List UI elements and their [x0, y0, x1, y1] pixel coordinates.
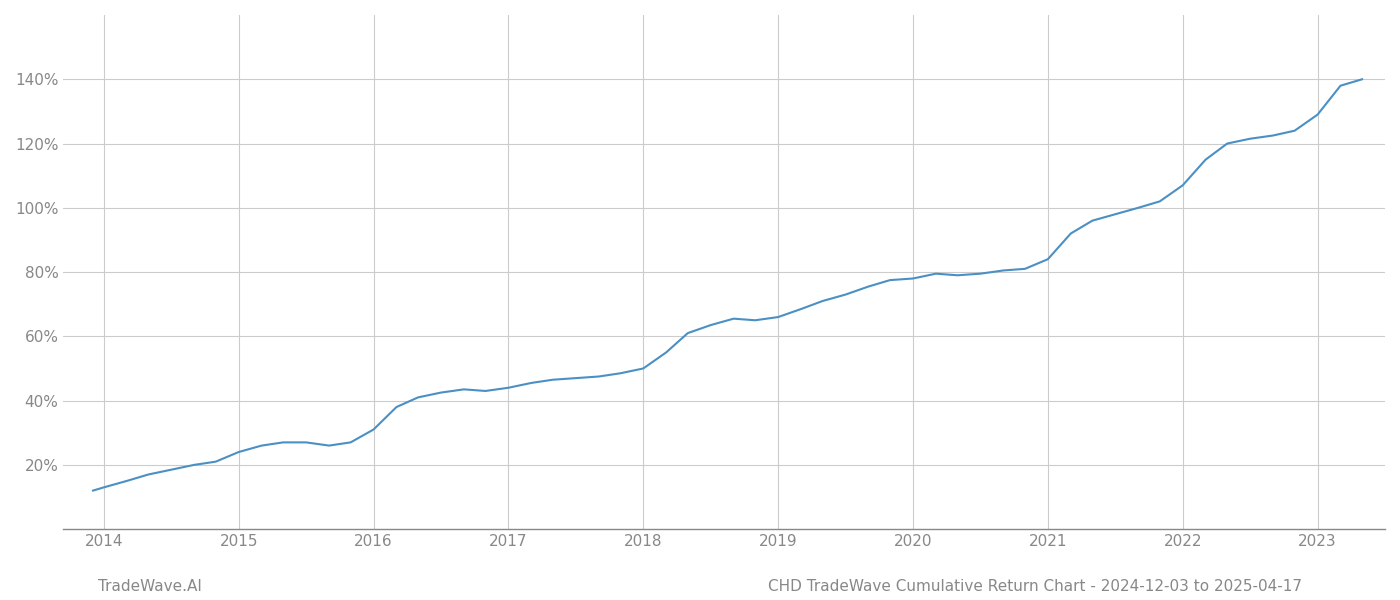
Text: TradeWave.AI: TradeWave.AI — [98, 579, 202, 594]
Text: CHD TradeWave Cumulative Return Chart - 2024-12-03 to 2025-04-17: CHD TradeWave Cumulative Return Chart - … — [769, 579, 1302, 594]
